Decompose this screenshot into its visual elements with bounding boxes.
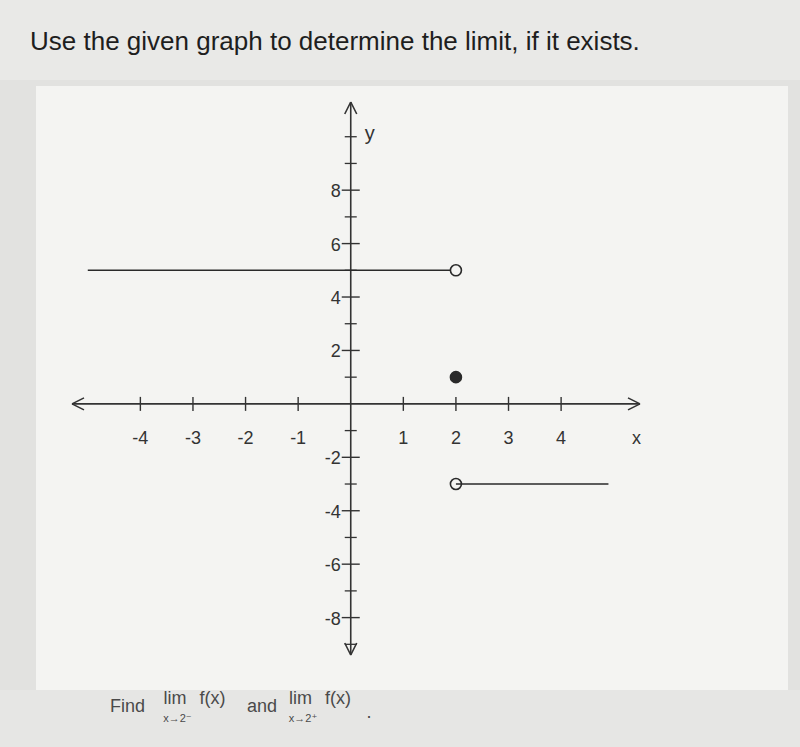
x-tick xyxy=(297,397,298,411)
question-join: and xyxy=(247,696,277,716)
y-tick-label: 6 xyxy=(331,235,341,255)
question: Findlimx→2⁻f(x)andlimx→2⁺f(x). xyxy=(110,688,372,724)
x-tick-label: -2 xyxy=(238,428,254,448)
y-tick xyxy=(342,563,360,564)
lim: lim xyxy=(163,688,186,708)
y-minor-tick xyxy=(345,590,357,591)
y-arrow-top xyxy=(345,102,357,114)
y-tick xyxy=(342,457,360,458)
y-tick xyxy=(342,296,360,297)
y-axis-label: y xyxy=(365,122,375,144)
y-tick xyxy=(342,510,360,511)
closed-point xyxy=(450,372,461,383)
title: Use the given graph to determine the lim… xyxy=(30,26,640,56)
x-tick xyxy=(192,397,193,411)
lim-subscript: x→2⁻ xyxy=(163,712,192,724)
y-tick-label: 8 xyxy=(331,181,341,201)
x-tick-label: -3 xyxy=(185,428,201,448)
y-minor-tick xyxy=(345,163,357,164)
x-tick-label: 4 xyxy=(556,428,566,448)
lim-function: f(x) xyxy=(325,688,351,708)
y-axis xyxy=(350,102,352,655)
y-tick xyxy=(342,243,360,244)
x-arrow-left xyxy=(72,398,84,410)
function-line xyxy=(456,483,609,485)
y-tick-label: 2 xyxy=(331,341,341,361)
y-minor-tick xyxy=(345,483,357,484)
y-tick xyxy=(342,189,360,190)
question-lead: Find xyxy=(110,696,145,716)
y-arrow-bottom xyxy=(345,643,357,655)
y-minor-tick xyxy=(345,644,357,645)
y-tick xyxy=(342,350,360,351)
x-tick-label: 3 xyxy=(504,428,514,448)
y-tick-label: 4 xyxy=(331,288,341,308)
y-tick-label: -2 xyxy=(325,448,341,468)
x-tick xyxy=(140,397,141,411)
x-tick-label: -1 xyxy=(290,428,306,448)
background xyxy=(0,0,800,747)
y-tick-label: -8 xyxy=(325,609,341,629)
header-band xyxy=(0,0,800,80)
x-axis-label: x xyxy=(632,428,641,448)
y-tick xyxy=(342,617,360,618)
question-end: . xyxy=(367,702,372,722)
x-tick-label: -4 xyxy=(132,428,148,448)
lim: lim xyxy=(289,688,312,708)
function-line xyxy=(88,270,456,272)
open-point xyxy=(450,265,461,276)
y-minor-tick xyxy=(345,377,357,378)
x-tick-label: 1 xyxy=(398,428,408,448)
graph-panel xyxy=(36,86,788,690)
x-axis xyxy=(72,403,640,405)
x-arrow-right xyxy=(628,398,640,410)
y-minor-tick xyxy=(345,537,357,538)
y-minor-tick xyxy=(345,216,357,217)
x-tick-label: 2 xyxy=(451,428,461,448)
page: Use the given graph to determine the lim… xyxy=(0,0,800,747)
axes: x y -4 -3 -2 -1 1 2 3 4 -8 -6 -4 -2 2 4 6 8 xyxy=(72,102,641,655)
lim-subscript: x→2⁺ xyxy=(289,712,318,724)
footer-band xyxy=(0,690,800,747)
x-tick xyxy=(508,397,509,411)
y-tick-label: -6 xyxy=(325,555,341,575)
x-tick xyxy=(403,397,404,411)
x-tick xyxy=(245,397,246,411)
y-minor-tick xyxy=(345,430,357,431)
y-minor-tick xyxy=(345,136,357,137)
x-tick xyxy=(455,397,456,411)
x-tick xyxy=(560,397,561,411)
y-minor-tick xyxy=(345,323,357,324)
plot-area xyxy=(88,265,609,490)
lim-function: f(x) xyxy=(200,688,226,708)
y-tick-label: -4 xyxy=(325,502,341,522)
